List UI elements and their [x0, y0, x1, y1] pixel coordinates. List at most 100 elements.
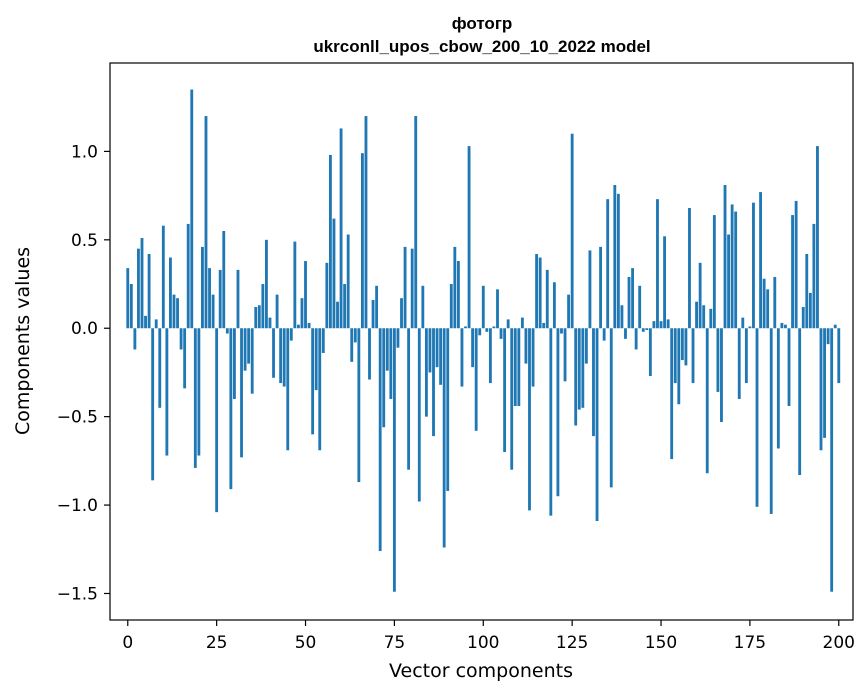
bar-133 — [599, 246, 603, 329]
bar-116 — [538, 257, 542, 329]
bar-170 — [730, 204, 734, 329]
bar-125 — [570, 133, 574, 329]
bar-10 — [161, 225, 165, 329]
x-tick-label-7: 175 — [734, 633, 766, 653]
bar-55 — [321, 328, 325, 353]
bar-15 — [179, 328, 183, 350]
bar-0 — [126, 268, 130, 329]
bar-126 — [574, 328, 578, 426]
bar-22 — [204, 116, 208, 329]
x-tick-label-0: 0 — [122, 633, 133, 653]
bar-77 — [400, 298, 403, 329]
bar-193 — [812, 223, 816, 329]
bar-118 — [545, 269, 549, 329]
bar-63 — [350, 328, 354, 362]
bar-74 — [389, 328, 393, 399]
bar-5 — [144, 315, 147, 329]
bar-141 — [627, 276, 631, 329]
bar-2 — [133, 328, 137, 350]
bar-169 — [727, 234, 730, 329]
bar-96 — [467, 146, 471, 329]
bar-90 — [446, 328, 450, 491]
bar-1 — [129, 284, 133, 329]
bar-84 — [424, 328, 428, 417]
bar-81 — [414, 116, 418, 329]
bar-67 — [364, 116, 368, 329]
y-tick-label-4: 0.5 — [71, 231, 98, 251]
bar-70 — [375, 285, 379, 329]
bar-21 — [201, 246, 204, 329]
x-tick-label-8: 200 — [823, 633, 855, 653]
bar-155 — [677, 328, 681, 405]
bar-27 — [222, 230, 226, 329]
bar-189 — [798, 328, 802, 476]
bar-167 — [720, 328, 723, 422]
bar-196 — [823, 328, 826, 438]
bar-104 — [496, 289, 499, 329]
x-axis-label: Vector components — [389, 660, 573, 682]
bar-73 — [385, 328, 389, 371]
bar-163 — [705, 328, 709, 474]
bar-134 — [602, 328, 606, 341]
bar-99 — [478, 328, 482, 336]
bar-14 — [176, 298, 179, 329]
bar-109 — [513, 328, 517, 407]
bar-195 — [819, 328, 823, 451]
bar-122 — [560, 328, 563, 334]
bar-92 — [453, 246, 457, 329]
bar-31 — [236, 269, 240, 329]
bar-43 — [279, 328, 283, 384]
bar-76 — [396, 328, 400, 348]
bar-140 — [624, 328, 627, 339]
bar-111 — [520, 317, 524, 329]
x-tick-label-5: 125 — [556, 633, 588, 653]
bar-98 — [474, 328, 478, 431]
bar-194 — [816, 146, 819, 329]
bar-179 — [762, 278, 766, 329]
bar-48 — [296, 324, 300, 329]
bar-19 — [193, 328, 197, 468]
bar-176 — [752, 202, 755, 329]
x-tick-label-1: 25 — [206, 633, 228, 653]
bar-142 — [631, 268, 635, 329]
bar-25 — [215, 328, 219, 513]
bar-180 — [766, 289, 770, 329]
bar-187 — [791, 215, 794, 329]
bar-9 — [158, 328, 162, 408]
bar-190 — [801, 307, 805, 329]
chart-title-line-1: фотогр — [452, 14, 513, 33]
y-tick-label-1: −1.0 — [57, 496, 98, 516]
bar-87 — [435, 328, 439, 368]
bar-56 — [325, 262, 329, 329]
bar-185 — [784, 324, 787, 329]
y-axis-ticks: −1.5 −1.0 −0.5 0.0 0.5 1.0 — [57, 142, 110, 604]
bar-161 — [698, 262, 702, 329]
bar-54 — [318, 328, 322, 451]
bar-34 — [247, 328, 251, 364]
bar-162 — [702, 305, 706, 329]
bar-110 — [517, 328, 521, 407]
bar-52 — [311, 328, 315, 435]
bar-107 — [506, 319, 510, 329]
bar-113 — [528, 328, 531, 511]
bar-114 — [531, 328, 535, 387]
bar-20 — [197, 328, 201, 456]
bar-97 — [471, 328, 475, 368]
bar-29 — [229, 328, 233, 490]
bar-143 — [634, 328, 638, 350]
bar-50 — [304, 261, 307, 329]
bar-79 — [407, 328, 411, 470]
bar-188 — [794, 200, 798, 329]
bar-89 — [442, 328, 446, 548]
bar-13 — [172, 294, 176, 329]
bar-129 — [584, 328, 588, 364]
bar-71 — [378, 328, 382, 552]
bar-60 — [339, 128, 343, 329]
bar-175 — [748, 326, 752, 329]
bar-124 — [567, 294, 571, 329]
bar-119 — [549, 328, 553, 516]
y-tick-label-3: 0.0 — [71, 319, 98, 339]
bar-18 — [190, 89, 194, 329]
bar-105 — [499, 328, 503, 339]
